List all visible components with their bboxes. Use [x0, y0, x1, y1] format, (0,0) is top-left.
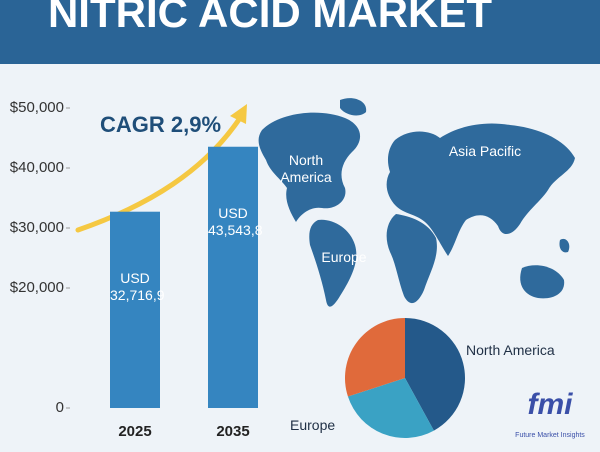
logo: fmi	[527, 388, 573, 421]
banner	[0, 0, 600, 64]
pie-slice	[405, 318, 466, 431]
pie-label: North America	[466, 342, 555, 358]
map-label: North America	[280, 152, 332, 185]
cagr-annotation: CAGR 2,9%	[100, 112, 222, 137]
x-tick-label: 2035	[216, 423, 249, 440]
map-label: Europe	[321, 249, 367, 265]
y-tick-label: $40,000	[10, 159, 64, 176]
x-tick-label: 2025	[118, 423, 151, 440]
y-tick-label: $50,000	[10, 99, 64, 116]
value-label: USD 43,543,8	[208, 204, 263, 238]
value-label: USD 32,716,9	[110, 269, 165, 303]
logo-caption: Future Market Insights	[515, 432, 585, 439]
map-label: Asia Pacific	[448, 143, 522, 159]
pie-slice	[347, 378, 434, 438]
cagr-arrowhead	[230, 104, 247, 124]
cagr-arrow	[75, 115, 243, 233]
world-map	[258, 98, 575, 307]
bar	[208, 146, 258, 409]
y-tick-label: $20,000	[10, 279, 64, 296]
bar	[110, 211, 160, 408]
pie-slice	[345, 318, 405, 397]
y-tick-label: 0	[56, 399, 64, 416]
title: NITRIC ACID MARKET	[48, 0, 492, 36]
pie-label: Europe	[290, 417, 336, 433]
y-tick-label: $30,000	[10, 219, 64, 236]
